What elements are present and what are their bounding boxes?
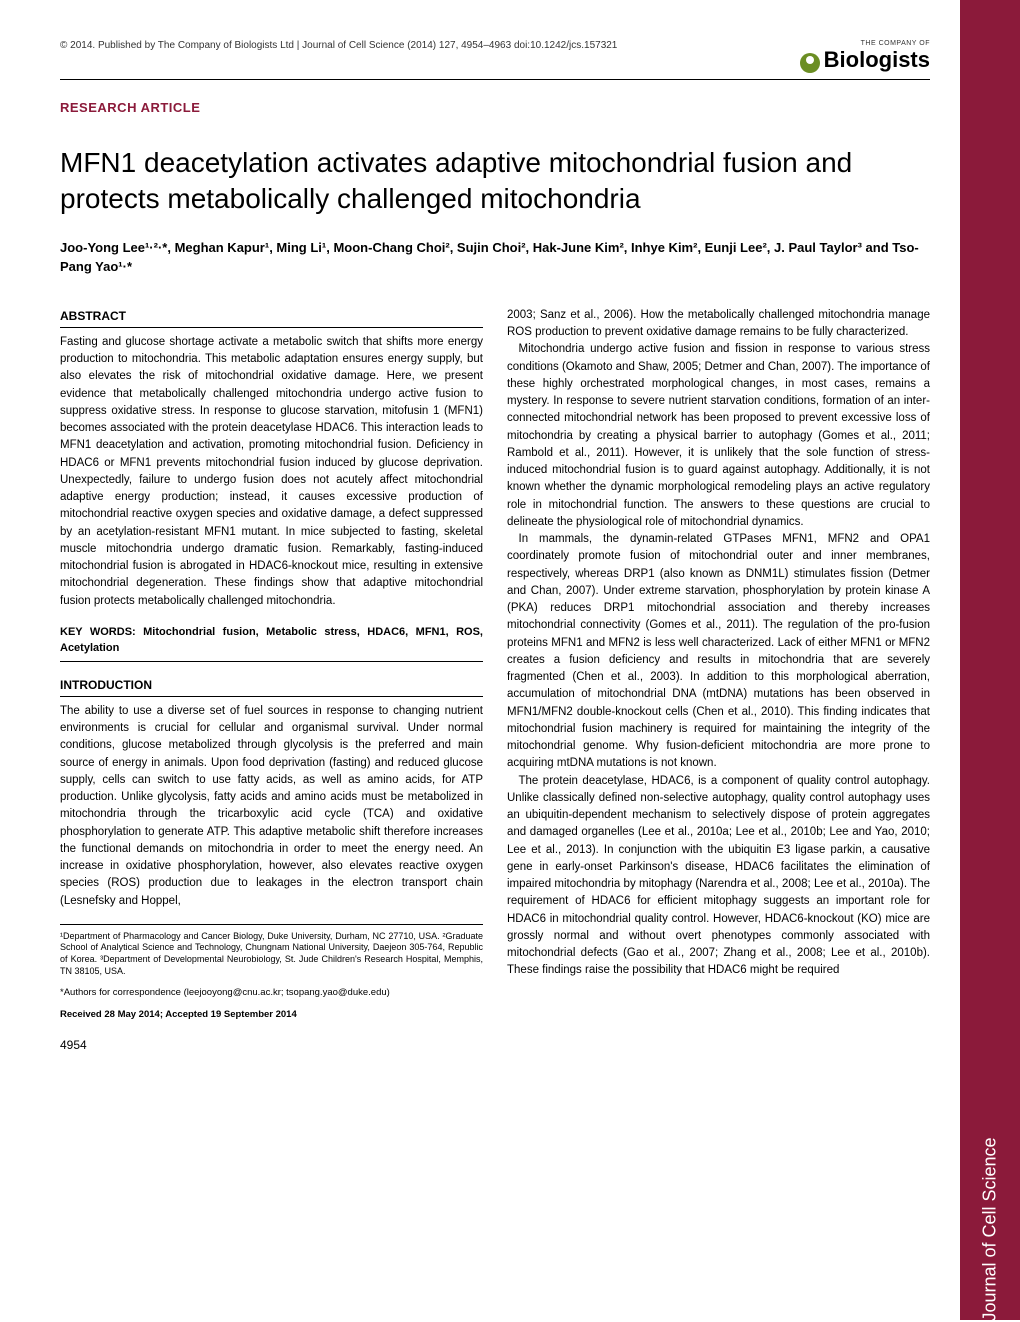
citation: © 2014. Published by The Company of Biol… — [60, 40, 617, 51]
keywords: KEY WORDS: Mitochondrial fusion, Metabol… — [60, 624, 483, 662]
logo-company-text: THE COMPANY OF — [800, 40, 930, 47]
body-paragraph: 2003; Sanz et al., 2006). How the metabo… — [507, 307, 930, 342]
correspondence: *Authors for correspondence (leejooyong@… — [60, 986, 483, 1000]
journal-sidebar: Journal of Cell Science — [960, 0, 1020, 1320]
header: © 2014. Published by The Company of Biol… — [60, 40, 930, 80]
body-paragraph: The protein deacetylase, HDAC6, is a com… — [507, 773, 930, 980]
authors: Joo-Yong Lee¹·²·*, Meghan Kapur¹, Ming L… — [60, 238, 930, 277]
intro-paragraph: The ability to use a diverse set of fuel… — [60, 703, 483, 910]
logo-name: Biologists — [824, 47, 930, 72]
column-left: ABSTRACT Fasting and glucose shortage ac… — [60, 307, 483, 1054]
page-number: 4954 — [60, 1036, 483, 1054]
body-paragraph: In mammals, the dynamin-related GTPases … — [507, 531, 930, 773]
publisher-logo: THE COMPANY OF Biologists — [800, 40, 930, 73]
abstract-text: Fasting and glucose shortage activate a … — [60, 334, 483, 610]
introduction-heading: INTRODUCTION — [60, 676, 483, 697]
article-title: MFN1 deacetylation activates adaptive mi… — [60, 145, 930, 218]
abstract-heading: ABSTRACT — [60, 307, 483, 328]
received-accepted: Received 28 May 2014; Accepted 19 Septem… — [60, 1008, 483, 1022]
logo-icon — [800, 53, 820, 73]
journal-name-vertical: Journal of Cell Science — [980, 1137, 1001, 1321]
column-right: 2003; Sanz et al., 2006). How the metabo… — [507, 307, 930, 1054]
affiliations: ¹Department of Pharmacology and Cancer B… — [60, 924, 483, 978]
body-paragraph: Mitochondria undergo active fusion and f… — [507, 341, 930, 531]
article-type: RESEARCH ARTICLE — [60, 100, 930, 115]
